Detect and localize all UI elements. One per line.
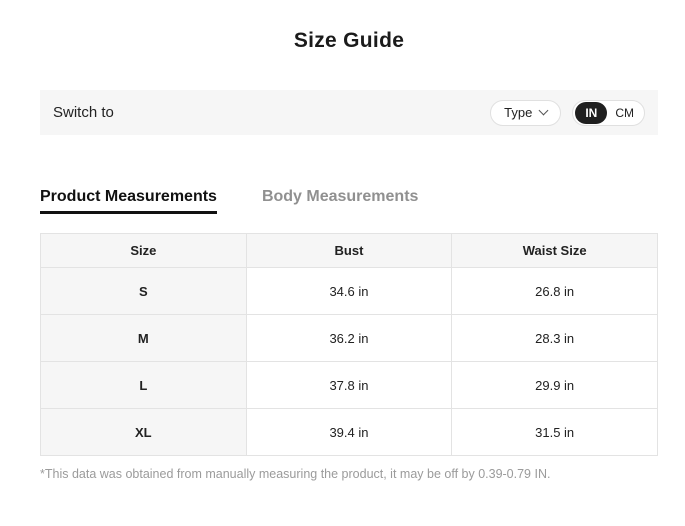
switch-bar-controls: Type IN CM — [490, 99, 645, 126]
switch-bar: Switch to Type IN CM — [40, 90, 658, 135]
size-table: Size Bust Waist Size S 34.6 in 26.8 in M… — [40, 233, 658, 456]
bust-cell: 34.6 in — [245, 267, 453, 315]
unit-option-cm[interactable]: CM — [607, 102, 642, 124]
waist-cell: 28.3 in — [451, 314, 658, 362]
table-row: L 37.8 in 29.9 in — [40, 361, 658, 409]
table-row: M 36.2 in 28.3 in — [40, 314, 658, 362]
tab-body-measurements[interactable]: Body Measurements — [261, 188, 419, 205]
column-header-bust: Bust — [245, 233, 453, 268]
chevron-down-icon — [538, 105, 549, 116]
footnote: *This data was obtained from manually me… — [40, 467, 551, 481]
unit-option-in[interactable]: IN — [575, 101, 608, 124]
column-header-size: Size — [40, 233, 247, 268]
page-title: Size Guide — [293, 29, 405, 52]
bust-cell: 39.4 in — [245, 408, 453, 456]
size-cell: L — [40, 361, 247, 409]
size-cell: S — [40, 267, 247, 315]
table-row: XL 39.4 in 31.5 in — [40, 408, 658, 456]
column-header-waist-size: Waist Size — [451, 233, 658, 268]
waist-cell: 31.5 in — [451, 408, 658, 456]
tab-product-measurements[interactable]: Product Measurements — [40, 188, 217, 214]
tabs: Product Measurements Body Measurements — [40, 188, 658, 214]
size-cell: XL — [40, 408, 247, 456]
type-dropdown[interactable]: Type — [490, 99, 562, 126]
unit-toggle: IN CM — [572, 99, 645, 126]
table-header-row: Size Bust Waist Size — [40, 233, 658, 268]
switch-to-label: Switch to — [53, 104, 114, 121]
type-dropdown-label: Type — [504, 105, 533, 120]
size-guide-panel: Size Guide Switch to Type IN CM Product … — [0, 28, 685, 481]
table-row: S 34.6 in 26.8 in — [40, 267, 658, 315]
bust-cell: 37.8 in — [245, 361, 453, 409]
waist-cell: 29.9 in — [451, 361, 658, 409]
size-cell: M — [40, 314, 247, 362]
bust-cell: 36.2 in — [245, 314, 453, 362]
waist-cell: 26.8 in — [451, 267, 658, 315]
